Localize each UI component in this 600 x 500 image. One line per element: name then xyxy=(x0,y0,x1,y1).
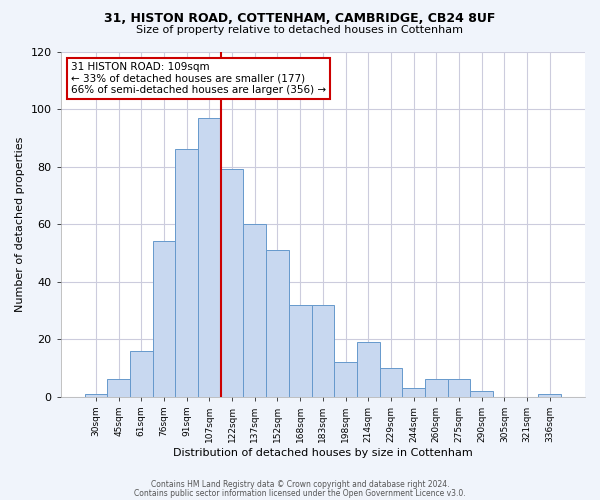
Bar xyxy=(380,368,402,396)
Bar xyxy=(289,304,311,396)
Text: 31 HISTON ROAD: 109sqm
← 33% of detached houses are smaller (177)
66% of semi-de: 31 HISTON ROAD: 109sqm ← 33% of detached… xyxy=(71,62,326,95)
Bar xyxy=(538,394,561,396)
Text: Contains public sector information licensed under the Open Government Licence v3: Contains public sector information licen… xyxy=(134,488,466,498)
Bar xyxy=(85,394,107,396)
Bar xyxy=(311,304,334,396)
Bar xyxy=(107,380,130,396)
Bar xyxy=(470,391,493,396)
Bar xyxy=(266,250,289,396)
Bar xyxy=(175,150,198,396)
Text: Size of property relative to detached houses in Cottenham: Size of property relative to detached ho… xyxy=(137,25,464,35)
Bar xyxy=(198,118,221,396)
Bar xyxy=(334,362,357,396)
Bar xyxy=(152,242,175,396)
Text: Contains HM Land Registry data © Crown copyright and database right 2024.: Contains HM Land Registry data © Crown c… xyxy=(151,480,449,489)
X-axis label: Distribution of detached houses by size in Cottenham: Distribution of detached houses by size … xyxy=(173,448,473,458)
Bar xyxy=(357,342,380,396)
Bar xyxy=(448,380,470,396)
Text: 31, HISTON ROAD, COTTENHAM, CAMBRIDGE, CB24 8UF: 31, HISTON ROAD, COTTENHAM, CAMBRIDGE, C… xyxy=(104,12,496,26)
Bar xyxy=(244,224,266,396)
Bar xyxy=(402,388,425,396)
Bar xyxy=(130,350,152,397)
Bar xyxy=(425,380,448,396)
Bar xyxy=(221,170,244,396)
Y-axis label: Number of detached properties: Number of detached properties xyxy=(15,136,25,312)
